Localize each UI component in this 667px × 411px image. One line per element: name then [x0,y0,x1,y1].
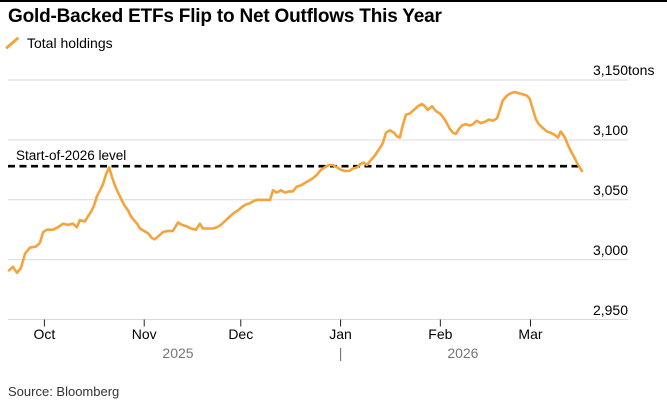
y-axis-unit: tons [628,62,655,78]
y-axis-tick-value: 3,050 [592,181,628,198]
x-axis-label: Oct [33,326,56,342]
holdings-line-series [7,90,584,275]
reference-line-label: Start-of-2026 level [16,148,127,163]
legend: Total holdings [4,35,113,51]
legend-label: Total holdings [27,35,113,51]
y-axis-tick-value: 3,100 [592,121,628,138]
x-axis-label: Feb [428,326,453,342]
y-axis-tick-value: 3,000 [592,241,628,258]
y-axis-tick-value: 3,150 [592,62,628,78]
chart-title: Gold-Backed ETFs Flip to Net Outflows Th… [8,6,442,27]
line-series-icon [5,37,19,49]
y-axis-tick-value: 2,950 [592,301,628,318]
x-axis-label: Nov [131,326,157,342]
year-label: 2026 [447,345,479,361]
x-axis-label: Mar [518,326,543,342]
year-label: | [338,345,343,361]
source-credit: Source: Bloomberg [8,384,120,399]
x-axis-label: Dec [228,326,254,342]
x-axis-label: Jan [329,326,352,342]
year-label: 2025 [162,345,194,361]
